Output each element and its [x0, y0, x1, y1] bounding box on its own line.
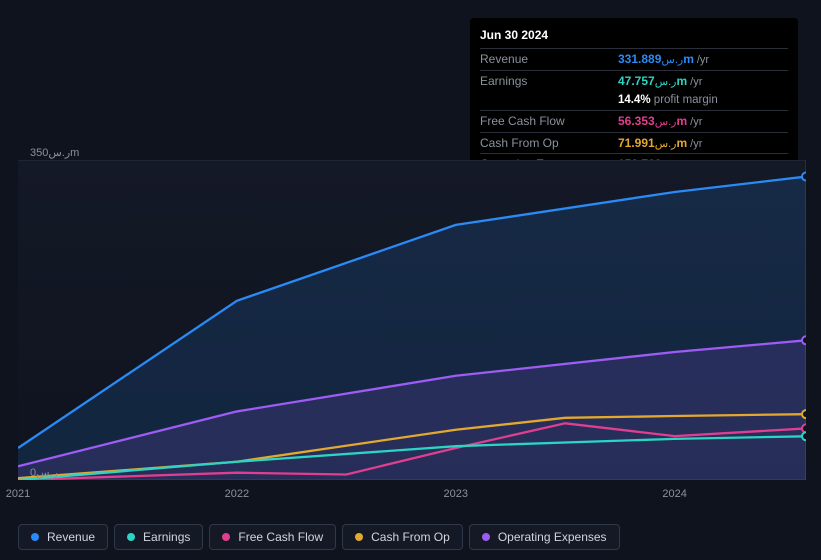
marker-revenue [802, 173, 806, 181]
tooltip-label [480, 92, 600, 109]
x-tick-label: 2022 [225, 488, 249, 500]
legend-dot-icon [222, 533, 230, 541]
legend-item-opex[interactable]: Operating Expenses [469, 524, 620, 550]
legend-label: Operating Expenses [498, 530, 607, 544]
marker-earnings [802, 432, 806, 440]
marker-cfo [802, 410, 806, 418]
tooltip-label: Free Cash Flow [480, 112, 600, 131]
tooltip-row-earnings: Earnings 47.757ر.سm/yr [480, 70, 788, 92]
tooltip-value: 47.757ر.سm/yr [618, 72, 788, 91]
tooltip-sub-value: 14.4% profit margin [618, 92, 788, 109]
chart-legend: Revenue Earnings Free Cash Flow Cash From O… [18, 524, 620, 550]
tooltip-row-fcf: Free Cash Flow 56.353ر.سm/yr [480, 110, 788, 132]
legend-dot-icon [127, 533, 135, 541]
line-chart [18, 160, 806, 480]
tooltip-label: Revenue [480, 50, 600, 69]
marker-opex [802, 336, 806, 344]
legend-label: Cash From Op [371, 530, 450, 544]
tooltip-row-revenue: Revenue 331.889ر.سm/yr [480, 48, 788, 70]
legend-dot-icon [355, 533, 363, 541]
marker-fcf [802, 424, 806, 432]
legend-label: Free Cash Flow [238, 530, 323, 544]
x-tick-label: 2021 [6, 488, 30, 500]
legend-dot-icon [482, 533, 490, 541]
legend-item-earnings[interactable]: Earnings [114, 524, 203, 550]
x-tick-label: 2023 [444, 488, 468, 500]
legend-item-cfo[interactable]: Cash From Op [342, 524, 463, 550]
tooltip-value: 56.353ر.سm/yr [618, 112, 788, 131]
tooltip-label: Earnings [480, 72, 600, 91]
x-tick-label: 2024 [662, 488, 686, 500]
tooltip-date: Jun 30 2024 [480, 26, 788, 48]
legend-dot-icon [31, 533, 39, 541]
chart-tooltip: Jun 30 2024 Revenue331.889ر.سm/yrEarning… [470, 18, 798, 183]
tooltip-subrow-earnings: 14.4% profit margin [480, 91, 788, 110]
legend-label: Earnings [143, 530, 190, 544]
tooltip-row-cfo: Cash From Op 71.991ر.سm/yr [480, 132, 788, 154]
chart-area: ر.س350mر.س0 [18, 160, 806, 480]
tooltip-value: 71.991ر.سm/yr [618, 134, 788, 153]
tooltip-label: Cash From Op [480, 134, 600, 153]
legend-item-revenue[interactable]: Revenue [18, 524, 108, 550]
legend-item-fcf[interactable]: Free Cash Flow [209, 524, 336, 550]
tooltip-value: 331.889ر.سm/yr [618, 50, 788, 69]
legend-label: Revenue [47, 530, 95, 544]
